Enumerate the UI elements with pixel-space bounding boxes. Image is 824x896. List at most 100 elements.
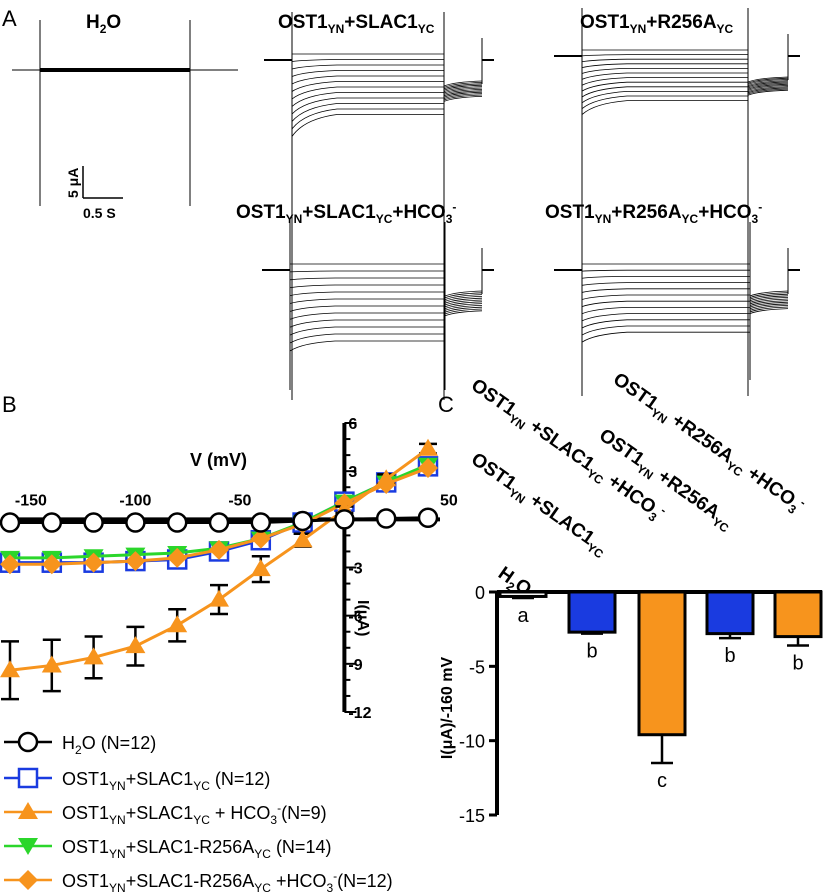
data-point-triangle-up (83, 647, 104, 665)
current-sweep-path (291, 75, 444, 85)
current-sweep-path (581, 294, 750, 300)
current-sweep-path (581, 72, 748, 80)
series-0 (0, 507, 439, 533)
current-sweep-path (289, 319, 445, 328)
current-sweep-path (581, 81, 748, 92)
trace-title-ost1-r256a: OST1YN+R256AYC (580, 12, 734, 36)
scale-bar: 5 μA 0.5 S (65, 166, 123, 221)
iv-x-tick-label: 50 (440, 492, 458, 509)
data-point-triangle-up (125, 636, 146, 654)
iv-x-tick-label: -150 (15, 492, 47, 509)
tail-current-path (444, 292, 483, 299)
tail-current-path (444, 299, 483, 306)
tail-current-path (749, 301, 789, 308)
tail-current-path (749, 306, 789, 313)
data-point-diamond (250, 528, 271, 549)
current-sweep-path (291, 114, 444, 137)
tail-current-path (444, 305, 483, 311)
tail-current-path (747, 82, 789, 89)
current-sweep-path (581, 313, 750, 322)
panel-letter-c: C (438, 392, 454, 417)
iv-x-tick-label: -100 (119, 492, 151, 509)
iv-x-axis-label: V (mV) (190, 450, 247, 470)
trace-title-ost1-slac1-hco3: OST1YN+SLAC1YC+HCO3- (236, 200, 456, 226)
legend-label-ost1-slac1-hco3: OST1YN+SLAC1YC + HCO3-(N=9) (62, 801, 327, 827)
current-sweep-path (291, 59, 444, 62)
current-sweep-path (581, 68, 748, 74)
tail-current-path (443, 96, 483, 102)
data-point-triangle-up (0, 660, 20, 678)
tail-current-path (749, 300, 789, 306)
current-sweep-path (291, 81, 444, 92)
data-point-circle (292, 510, 313, 532)
tail-current-path (747, 85, 789, 91)
bar-y-tick-label: -15 (459, 806, 485, 826)
current-sweep-path (291, 92, 444, 107)
panel-letter-a: A (2, 6, 17, 31)
iv-y-tick-label: -6 (348, 609, 362, 626)
data-point-diamond (83, 552, 104, 573)
current-sweep-path (581, 319, 750, 329)
iv-y-axis-label: I(μA) (354, 600, 371, 636)
data-point-circle (166, 512, 188, 533)
current-sweep-path (289, 333, 445, 344)
significance-letter: b (724, 645, 735, 667)
current-sweep-path (291, 108, 444, 130)
iv-legend: H2O (N=12) OST1YN+SLAC1YC (N=12) OST1YN+… (4, 731, 393, 895)
tail-current-path (443, 87, 483, 94)
data-point-diamond (418, 457, 438, 478)
tail-current-path (444, 308, 483, 315)
data-point-triangle-up (41, 655, 62, 673)
tail-current-path (747, 89, 789, 96)
tail-current-path (443, 93, 483, 99)
legend-marker-square-icon (17, 767, 39, 789)
tail-current-path (444, 306, 483, 313)
legend-item-ost1-slac1-r256a-hco3: OST1YN+SLAC1-R256AYC +HCO3-(N=12) (4, 869, 393, 895)
tail-current-path (443, 86, 483, 92)
bar-y-axis-label: I(μA)/-160 mV (439, 657, 456, 760)
panel-a: A H2O OST1YN+SLAC1YC OST1YN+R256AYC OST1… (2, 6, 800, 400)
tail-current-path (443, 94, 483, 101)
scale-bar-time-label: 0.5 S (83, 205, 116, 221)
tail-current-path (749, 290, 789, 297)
current-sweep-path (291, 97, 444, 115)
current-sweep-path (291, 64, 444, 70)
current-sweep-path (291, 86, 444, 100)
data-point-diamond (41, 554, 62, 575)
scale-bar-current-label: 5 μA (65, 168, 81, 198)
current-sweep-path (581, 300, 750, 308)
bar (705, 590, 755, 636)
tail-current-path (444, 297, 483, 304)
trace-title-ost1-r256a-hco3: OST1YN+R256AYC+HCO3- (545, 200, 762, 226)
tail-current-path (747, 87, 789, 94)
current-sweep-path (289, 270, 445, 273)
current-sweep-path (581, 58, 748, 63)
data-point-circle (41, 512, 63, 533)
current-sweep-path (289, 312, 445, 320)
significance-letter: c (657, 770, 667, 792)
tail-current-path (444, 290, 483, 297)
bar-y-tick-label: -5 (469, 657, 485, 677)
tail-current-path (443, 84, 483, 91)
significance-letter: b (586, 641, 597, 663)
tail-current-path (747, 88, 789, 95)
legend-marker-diamond-icon (18, 870, 38, 890)
current-sweep-path (289, 305, 445, 312)
current-sweep-path (581, 100, 748, 115)
tail-current-path (749, 305, 789, 311)
bar (567, 590, 617, 634)
series-2 (0, 438, 438, 701)
current-sweep-path (581, 95, 748, 110)
tail-current-path (444, 294, 483, 300)
data-point-triangle-up (167, 615, 188, 633)
bar-plot: 0 -5 -10 -15 a b c b b (459, 583, 823, 826)
data-point-diamond (0, 554, 20, 575)
data-point-circle (83, 512, 104, 533)
legend-label-ost1-slac1: OST1YN+SLAC1YC (N=12) (62, 769, 270, 793)
tail-current-path (747, 76, 789, 83)
trace-title-ost1-slac1: OST1YN+SLAC1YC (278, 12, 435, 36)
legend-item-ost1-slac1: OST1YN+SLAC1YC (N=12) (4, 767, 270, 793)
iv-x-tick-label: -50 (228, 492, 251, 509)
iv-y-tick-label: -9 (348, 657, 362, 674)
